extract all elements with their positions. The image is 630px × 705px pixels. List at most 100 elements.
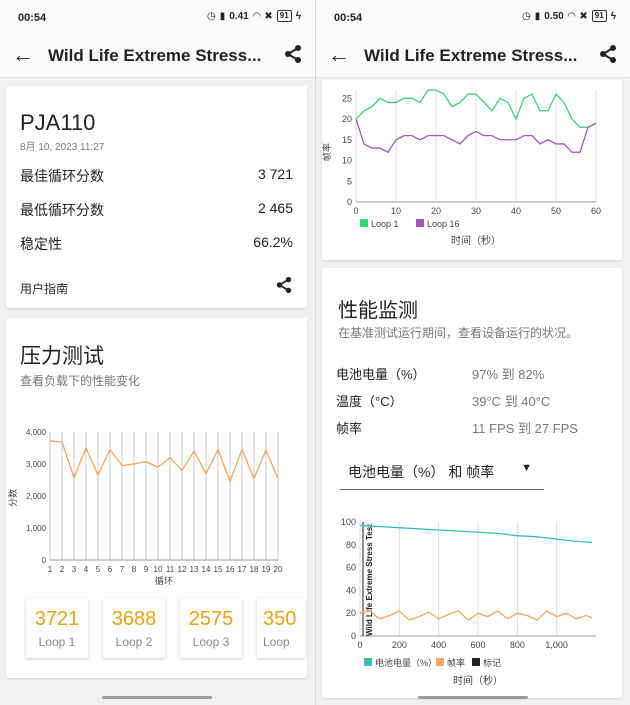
y-tick-label: 1,000 xyxy=(26,524,47,533)
loop-card-3[interactable]: 2575 Loop 3 xyxy=(180,598,242,658)
loop-score: 2575 xyxy=(188,608,234,630)
x-tick-label: 15 xyxy=(214,565,223,574)
user-guide-link[interactable]: 用户指南 xyxy=(20,282,69,296)
y-tick-label: 0 xyxy=(351,631,356,641)
x-tick-label: 19 xyxy=(262,565,271,574)
page-title: Wild Life Extreme Stress... xyxy=(48,46,262,65)
worst-score-value: 2 465 xyxy=(257,200,293,216)
battery-value: 97% 到 82% xyxy=(472,367,545,382)
y-tick-label: 60 xyxy=(346,563,356,573)
y-tick-label: 20 xyxy=(346,608,356,618)
y-tick-label: 0 xyxy=(347,197,352,207)
stability-value: 66.2% xyxy=(253,234,293,250)
loop-label: Loop xyxy=(263,635,290,649)
perf-title: 性能监测 xyxy=(338,300,418,322)
x-tick-label: 3 xyxy=(72,565,77,574)
loop-label: Loop 1 xyxy=(38,635,76,649)
x-tick-label: 0 xyxy=(353,206,358,216)
legend-label: 帧率 xyxy=(447,657,465,668)
back-arrow-icon[interactable]: ← xyxy=(328,42,350,67)
x-tick-label: 18 xyxy=(250,565,259,574)
status-icons: ◷ ▮ 0.50 ◠ ✖ 91 ϟ xyxy=(522,10,616,22)
x-tick-label: 2 xyxy=(60,565,65,574)
x-tick-label: 7 xyxy=(120,565,125,574)
vibrate-icon: ▮ xyxy=(534,10,541,22)
y-axis-label: 分数 xyxy=(7,489,18,507)
best-score-row: 最佳循环分数 3 721 xyxy=(20,166,293,186)
y-tick-label: 0 xyxy=(42,556,47,565)
y-tick-label: 2,000 xyxy=(26,492,47,501)
x-tick-label: 13 xyxy=(190,565,199,574)
net-speed: 0.50 xyxy=(544,10,564,22)
status-icons: ◷ ▮ 0.41 ◠ ✖ 91 ϟ xyxy=(207,10,301,22)
legend-label: 标记 xyxy=(483,657,501,668)
back-arrow-icon[interactable]: ← xyxy=(12,42,34,67)
x-tick-label: 40 xyxy=(511,206,521,216)
nav-handle[interactable] xyxy=(418,696,528,699)
legend-label: 电池电量（%） xyxy=(375,657,437,668)
loop-label: Loop 3 xyxy=(192,635,230,649)
alarm-icon: ◷ xyxy=(206,10,216,22)
x-tick-label: 800 xyxy=(510,640,525,650)
x-axis-label: 时间（秒） xyxy=(451,234,501,247)
x-tick-label: 0 xyxy=(357,640,362,650)
charging-icon: ϟ xyxy=(295,10,301,22)
temp-row: 温度（°C） 39°C 到 40°C xyxy=(336,391,620,410)
y-tick-label: 25 xyxy=(342,93,352,103)
x-tick-label: 60 xyxy=(591,206,601,216)
series-line-loop-16 xyxy=(355,118,597,154)
perf-subtitle: 在基准测试运行期间，查看设备运行的状况。 xyxy=(338,326,579,340)
marker-annotation: Wild Life Extreme Stress Test xyxy=(365,524,374,636)
fps-label: 帧率 xyxy=(336,421,363,436)
sim-icon: ✖ xyxy=(579,10,588,22)
nav-handle[interactable] xyxy=(102,696,212,699)
x-tick-label: 12 xyxy=(178,565,187,574)
x-tick-label: 10 xyxy=(391,206,401,216)
x-tick-label: 20 xyxy=(274,565,283,574)
x-tick-label: 20 xyxy=(431,206,441,216)
loop-card-2[interactable]: 3688 Loop 2 xyxy=(103,598,165,658)
worst-score-row: 最低循环分数 2 465 xyxy=(20,200,293,220)
battery-label: 电池电量（%） xyxy=(336,367,426,382)
stress-title: 压力测试 xyxy=(20,345,104,368)
loop-score: 3688 xyxy=(111,608,157,630)
series-line-score xyxy=(49,440,279,483)
x-tick-label: 50 xyxy=(551,206,561,216)
status-time: 00:54 xyxy=(18,12,47,24)
share-icon[interactable] xyxy=(598,44,618,69)
legend-label: Loop 1 xyxy=(371,219,399,229)
left-screen: 00:54 ◷ ▮ 0.41 ◠ ✖ 91 ϟ ← Wild Life Extr… xyxy=(0,0,315,699)
y-tick-label: 10 xyxy=(342,156,352,166)
share-icon[interactable] xyxy=(283,44,303,69)
x-tick-label: 5 xyxy=(96,565,101,574)
y-tick-label: 15 xyxy=(342,135,352,145)
loop-card-1[interactable]: 3721 Loop 1 xyxy=(26,598,88,658)
legend-label: Loop 16 xyxy=(427,219,460,229)
legend-swatch xyxy=(360,219,368,227)
status-bar: 00:54 ◷ ▮ 0.41 ◠ ✖ 91 ϟ xyxy=(0,0,315,34)
charging-icon: ϟ xyxy=(610,10,616,22)
device-date: 8月 10, 2023 11:27 xyxy=(20,142,105,153)
net-speed: 0.41 xyxy=(229,10,249,22)
y-tick-label: 4,000 xyxy=(26,428,47,437)
loop-score: 3721 xyxy=(34,608,80,630)
metric-dropdown[interactable]: 电池电量（%） 和 帧率 ▼ xyxy=(340,452,544,490)
temp-label: 温度（°C） xyxy=(336,394,403,409)
fps-card xyxy=(322,80,622,260)
guide-share-icon[interactable] xyxy=(275,276,293,299)
loop-card-4[interactable]: 350 Loop xyxy=(257,598,305,658)
fps-row: 帧率 11 FPS 到 27 FPS xyxy=(336,418,620,437)
y-tick-label: 5 xyxy=(347,176,352,186)
stability-row: 稳定性 66.2% xyxy=(20,234,293,254)
y-tick-label: 100 xyxy=(341,517,356,527)
right-screen: 00:54 ◷ ▮ 0.50 ◠ ✖ 91 ϟ ← Wild Life Extr… xyxy=(315,0,630,705)
x-tick-label: 1 xyxy=(48,565,53,574)
loop-score: 350 xyxy=(263,608,297,630)
wifi-icon: ◠ xyxy=(252,10,261,22)
status-bar: 00:54 ◷ ▮ 0.50 ◠ ✖ 91 ϟ xyxy=(316,0,630,34)
x-tick-label: 17 xyxy=(238,565,247,574)
x-tick-label: 200 xyxy=(392,640,407,650)
perf-card: 性能监测 在基准测试运行期间，查看设备运行的状况。 xyxy=(322,268,622,698)
